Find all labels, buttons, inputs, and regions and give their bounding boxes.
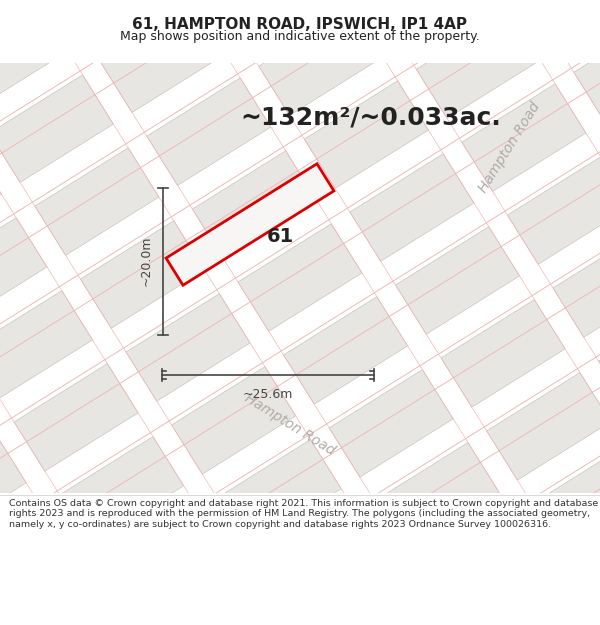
Polygon shape bbox=[217, 439, 341, 547]
Polygon shape bbox=[101, 5, 225, 112]
Text: 61: 61 bbox=[266, 227, 293, 246]
Polygon shape bbox=[508, 157, 600, 264]
Polygon shape bbox=[147, 78, 271, 186]
Text: ~132m²/~0.033ac.: ~132m²/~0.033ac. bbox=[240, 106, 501, 129]
Polygon shape bbox=[0, 75, 113, 182]
Polygon shape bbox=[263, 512, 387, 620]
Polygon shape bbox=[193, 151, 316, 258]
Text: ~20.0m: ~20.0m bbox=[140, 236, 153, 286]
Polygon shape bbox=[14, 364, 138, 471]
Polygon shape bbox=[238, 224, 362, 331]
Polygon shape bbox=[0, 2, 68, 109]
Polygon shape bbox=[416, 11, 541, 118]
Polygon shape bbox=[59, 437, 184, 544]
Polygon shape bbox=[0, 291, 92, 398]
Polygon shape bbox=[304, 81, 428, 188]
Text: Map shows position and indicative extent of the property.: Map shows position and indicative extent… bbox=[120, 30, 480, 43]
Text: Hampton Road: Hampton Road bbox=[242, 391, 338, 458]
Polygon shape bbox=[553, 230, 600, 338]
Polygon shape bbox=[375, 442, 499, 550]
Polygon shape bbox=[284, 297, 407, 404]
Polygon shape bbox=[371, 0, 495, 46]
Text: Hampton Road: Hampton Road bbox=[476, 100, 544, 195]
Polygon shape bbox=[126, 294, 250, 401]
Polygon shape bbox=[105, 509, 229, 617]
Polygon shape bbox=[420, 516, 544, 623]
Polygon shape bbox=[172, 367, 296, 474]
Polygon shape bbox=[80, 221, 205, 328]
Polygon shape bbox=[528, 0, 600, 49]
Polygon shape bbox=[329, 369, 453, 477]
Polygon shape bbox=[462, 84, 586, 191]
Polygon shape bbox=[35, 148, 159, 256]
Polygon shape bbox=[56, 0, 180, 39]
Polygon shape bbox=[599, 302, 600, 410]
Polygon shape bbox=[487, 372, 600, 480]
Polygon shape bbox=[0, 145, 1, 252]
Text: 61, HAMPTON ROAD, IPSWICH, IP1 4AP: 61, HAMPTON ROAD, IPSWICH, IP1 4AP bbox=[133, 17, 467, 32]
Polygon shape bbox=[166, 164, 334, 285]
Text: ~25.6m: ~25.6m bbox=[243, 389, 293, 401]
Polygon shape bbox=[0, 506, 72, 614]
Polygon shape bbox=[395, 227, 520, 334]
Polygon shape bbox=[259, 8, 383, 116]
Polygon shape bbox=[532, 446, 600, 553]
Polygon shape bbox=[574, 14, 600, 121]
Polygon shape bbox=[0, 434, 26, 541]
Text: Contains OS data © Crown copyright and database right 2021. This information is : Contains OS data © Crown copyright and d… bbox=[9, 499, 598, 529]
Polygon shape bbox=[0, 217, 47, 325]
Polygon shape bbox=[350, 154, 474, 261]
Polygon shape bbox=[213, 0, 337, 42]
Polygon shape bbox=[441, 299, 565, 407]
